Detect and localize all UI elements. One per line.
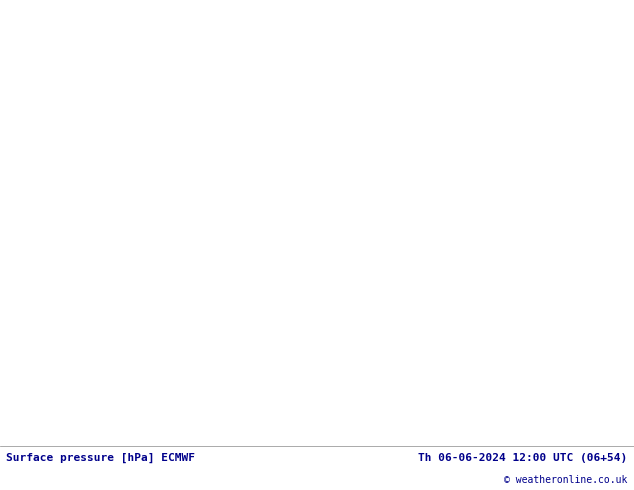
Text: Surface pressure [hPa] ECMWF: Surface pressure [hPa] ECMWF xyxy=(6,453,195,464)
Text: Th 06-06-2024 12:00 UTC (06+54): Th 06-06-2024 12:00 UTC (06+54) xyxy=(418,453,628,463)
Text: © weatheronline.co.uk: © weatheronline.co.uk xyxy=(504,475,628,485)
